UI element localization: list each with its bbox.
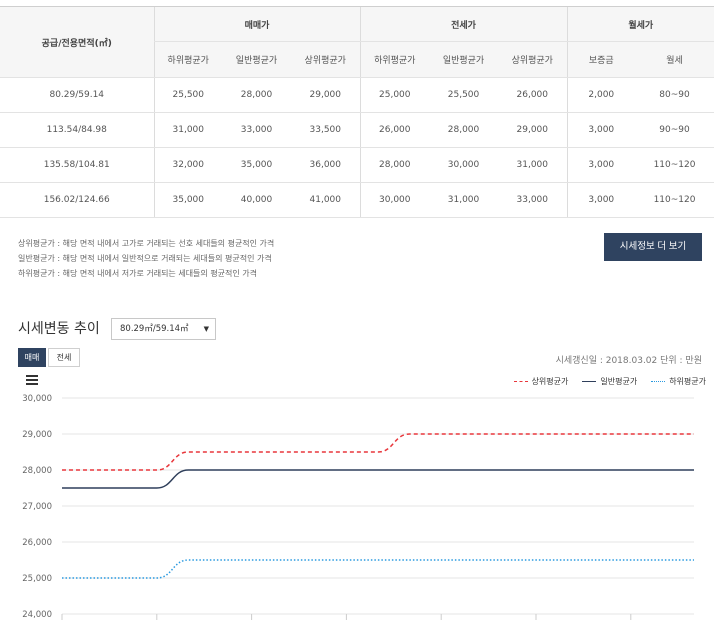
series-line-normal	[62, 469, 694, 489]
table-cell: 29,000	[498, 112, 568, 148]
dotted-line-icon	[651, 381, 666, 382]
table-cell: 25,000	[359, 77, 430, 113]
legend-label: 일반평균가	[600, 377, 638, 386]
tab-sale[interactable]: 매매	[18, 348, 46, 367]
series-line-lower	[62, 559, 694, 579]
table-cell: 33,500	[291, 112, 361, 148]
table-cell: 2,000	[566, 77, 636, 113]
table-cell: 33,000	[498, 182, 568, 218]
table-cell: 32,000	[153, 147, 222, 183]
note-lower: 하위평균가 : 해당 면적 내에서 저가로 거래되는 세대들의 평균적인 가격	[18, 269, 258, 278]
sub-header: 상위평균가	[291, 41, 361, 78]
price-definitions: 상위평균가 : 해당 면적 내에서 고가로 거래되는 선호 세대들의 평균적인 …	[18, 236, 274, 281]
y-tick-label: 26,000	[22, 538, 52, 548]
table-cell: 28,000	[222, 77, 291, 113]
table-row: 135.58/104.81 32,000 35,000 36,000 28,00…	[0, 147, 715, 183]
table-cell: 90~90	[635, 112, 715, 148]
table-cell: 41,000	[291, 182, 361, 218]
sub-header: 하위평균가	[359, 41, 430, 78]
note-upper: 상위평균가 : 해당 면적 내에서 고가로 거래되는 선호 세대들의 평균적인 …	[18, 239, 275, 248]
table-cell: 35,000	[222, 147, 291, 183]
sub-header: 일반평균가	[222, 41, 291, 78]
table-cell: 31,000	[153, 112, 222, 148]
area-cell: 135.58/104.81	[0, 147, 154, 183]
legend-item-lower[interactable]: 하위평균가	[651, 376, 706, 387]
table-row: 156.02/124.66 35,000 40,000 41,000 30,00…	[0, 182, 715, 218]
monthly-rent-group-header: 월세가	[566, 6, 715, 42]
table-cell: 30,000	[429, 147, 499, 183]
price-trend-chart: 30,000 29,000 28,000 27,000 26,000 25,000 24,0…	[22, 394, 694, 620]
y-tick-label: 25,000	[22, 574, 52, 584]
legend-label: 상위평균가	[531, 377, 569, 386]
table-cell: 36,000	[291, 147, 361, 183]
table-cell: 35,000	[153, 182, 222, 218]
table-cell: 31,000	[429, 182, 499, 218]
table-row: 113.54/84.98 31,000 33,000 33,500 26,000…	[0, 112, 715, 148]
caret-down-icon: ▼	[203, 325, 209, 333]
y-tick-label: 28,000	[22, 466, 52, 476]
solid-line-icon	[582, 381, 597, 382]
tab-jeonse[interactable]: 전세	[48, 348, 80, 367]
y-tick-label: 24,000	[22, 610, 52, 620]
sub-header: 일반평균가	[429, 41, 499, 78]
price-table: 공급/전용면적(㎡) 매매가 전세가 월세가 하위평균가 일반평균가 상위평균가…	[0, 6, 715, 218]
table-cell: 31,000	[498, 147, 568, 183]
y-tick-label: 30,000	[22, 394, 52, 404]
table-row: 80.29/59.14 25,500 28,000 29,000 25,000 …	[0, 77, 715, 113]
y-tick-label: 29,000	[22, 430, 52, 440]
sub-header: 상위평균가	[498, 41, 568, 78]
series-line-upper	[62, 433, 694, 471]
area-select[interactable]: 80.29㎡/59.14㎡ ▼	[111, 318, 216, 340]
update-info: 시세갱신일 : 2018.03.02 단위 : 만원	[555, 356, 702, 366]
dashed-line-icon	[513, 381, 528, 382]
chart-menu-icon[interactable]	[26, 375, 38, 387]
table-cell: 26,000	[359, 112, 430, 148]
area-column-header: 공급/전용면적(㎡)	[0, 6, 154, 78]
legend-label: 하위평균가	[669, 377, 706, 386]
table-cell: 80~90	[635, 77, 715, 113]
table-cell: 40,000	[222, 182, 291, 218]
table-cell: 28,000	[359, 147, 430, 183]
sub-header: 보증금	[566, 41, 636, 78]
table-cell: 110~120	[635, 182, 715, 218]
table-cell: 3,000	[566, 182, 636, 218]
area-select-value: 80.29㎡/59.14㎡	[120, 324, 189, 334]
table-cell: 29,000	[291, 77, 361, 113]
trend-title: 시세변동 추이	[18, 321, 100, 337]
table-cell: 26,000	[498, 77, 568, 113]
table-cell: 3,000	[566, 112, 636, 148]
chart-legend: 상위평균가 일반평균가 하위평균가	[513, 376, 706, 387]
area-cell: 80.29/59.14	[0, 77, 154, 113]
sub-header: 월세	[635, 41, 715, 78]
table-cell: 33,000	[222, 112, 291, 148]
table-cell: 110~120	[635, 147, 715, 183]
table-cell: 25,500	[429, 77, 499, 113]
legend-item-normal[interactable]: 일반평균가	[582, 376, 637, 387]
table-cell: 25,500	[153, 77, 222, 113]
sale-price-group-header: 매매가	[153, 6, 361, 42]
table-cell: 28,000	[429, 112, 499, 148]
area-cell: 156.02/124.66	[0, 182, 154, 218]
jeonse-price-group-header: 전세가	[359, 6, 568, 42]
note-normal: 일반평균가 : 해당 면적 내에서 일반적으로 거래되는 세대들의 평균적인 가…	[18, 254, 272, 263]
legend-item-upper[interactable]: 상위평균가	[513, 376, 569, 387]
area-cell: 113.54/84.98	[0, 112, 154, 148]
more-price-info-button[interactable]: 시세정보 더 보기	[604, 233, 702, 261]
y-tick-label: 27,000	[22, 502, 52, 512]
sub-header: 하위평균가	[153, 41, 222, 78]
table-cell: 30,000	[359, 182, 430, 218]
table-cell: 3,000	[566, 147, 636, 183]
